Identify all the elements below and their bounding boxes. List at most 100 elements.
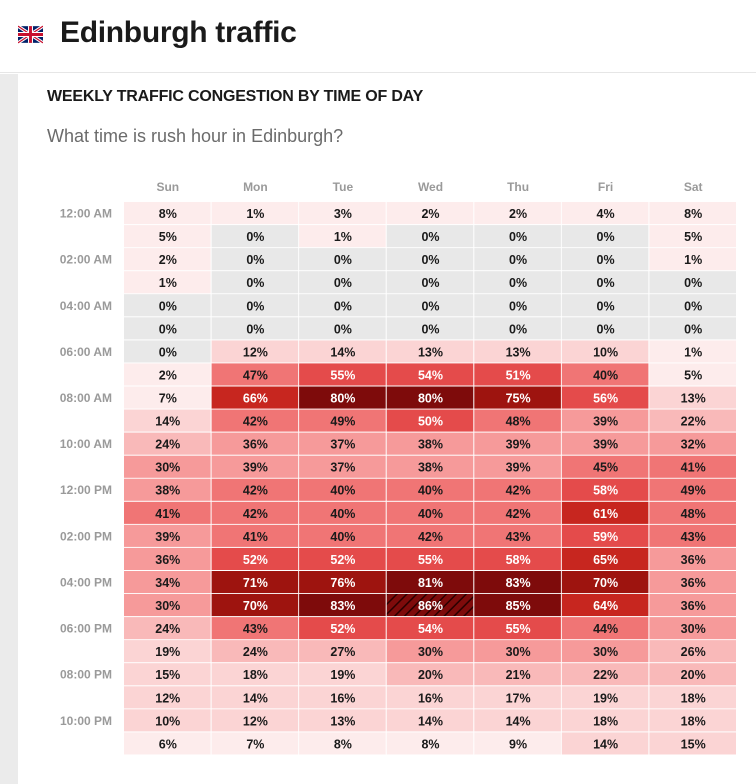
heatmap-cell[interactable] bbox=[474, 432, 561, 455]
heatmap-cell[interactable] bbox=[299, 640, 386, 663]
heatmap-cell[interactable] bbox=[474, 732, 561, 755]
heatmap-cell[interactable] bbox=[474, 524, 561, 547]
heatmap-cell[interactable] bbox=[386, 501, 474, 524]
heatmap-cell[interactable] bbox=[386, 594, 474, 617]
heatmap-cell[interactable] bbox=[474, 594, 561, 617]
heatmap-cell[interactable] bbox=[386, 640, 474, 663]
heatmap-cell[interactable] bbox=[561, 640, 649, 663]
heatmap-cell[interactable] bbox=[124, 571, 211, 594]
heatmap-cell[interactable] bbox=[649, 594, 736, 617]
heatmap-cell[interactable] bbox=[299, 663, 386, 686]
heatmap-cell[interactable] bbox=[124, 686, 211, 709]
heatmap-cell[interactable] bbox=[211, 732, 299, 755]
heatmap-cell[interactable] bbox=[649, 363, 736, 386]
heatmap-cell[interactable] bbox=[211, 386, 299, 409]
heatmap-cell[interactable] bbox=[299, 340, 386, 363]
heatmap-cell[interactable] bbox=[211, 686, 299, 709]
heatmap-cell[interactable] bbox=[649, 294, 736, 317]
heatmap-cell[interactable] bbox=[474, 409, 561, 432]
heatmap-cell[interactable] bbox=[474, 225, 561, 248]
heatmap-cell[interactable] bbox=[211, 709, 299, 732]
heatmap-cell[interactable] bbox=[474, 547, 561, 570]
heatmap-cell[interactable] bbox=[649, 640, 736, 663]
heatmap-cell[interactable] bbox=[299, 732, 386, 755]
heatmap-cell[interactable] bbox=[299, 478, 386, 501]
heatmap-cell[interactable] bbox=[386, 478, 474, 501]
heatmap-cell[interactable] bbox=[649, 225, 736, 248]
heatmap-cell[interactable] bbox=[474, 317, 561, 340]
heatmap-cell[interactable] bbox=[474, 294, 561, 317]
heatmap-cell[interactable] bbox=[211, 363, 299, 386]
heatmap-cell[interactable] bbox=[124, 409, 211, 432]
heatmap-cell[interactable] bbox=[386, 248, 474, 271]
heatmap-cell[interactable] bbox=[649, 709, 736, 732]
heatmap-cell[interactable] bbox=[561, 317, 649, 340]
heatmap-cell[interactable] bbox=[299, 547, 386, 570]
heatmap-cell[interactable] bbox=[211, 501, 299, 524]
heatmap-cell[interactable] bbox=[474, 686, 561, 709]
heatmap-cell[interactable] bbox=[386, 271, 474, 294]
heatmap-cell[interactable] bbox=[211, 455, 299, 478]
heatmap-cell[interactable] bbox=[386, 202, 474, 225]
heatmap-cell[interactable] bbox=[474, 271, 561, 294]
heatmap-cell[interactable] bbox=[211, 547, 299, 570]
heatmap-cell[interactable] bbox=[649, 547, 736, 570]
heatmap-cell[interactable] bbox=[299, 294, 386, 317]
heatmap-cell[interactable] bbox=[211, 432, 299, 455]
heatmap-cell[interactable] bbox=[211, 202, 299, 225]
heatmap-cell[interactable] bbox=[211, 248, 299, 271]
heatmap-cell[interactable] bbox=[561, 202, 649, 225]
heatmap-cell[interactable] bbox=[124, 501, 211, 524]
heatmap-cell[interactable] bbox=[124, 294, 211, 317]
heatmap-cell[interactable] bbox=[211, 294, 299, 317]
heatmap-cell[interactable] bbox=[386, 386, 474, 409]
heatmap-cell[interactable] bbox=[211, 617, 299, 640]
heatmap-cell[interactable] bbox=[124, 386, 211, 409]
heatmap-cell[interactable] bbox=[561, 663, 649, 686]
heatmap-cell[interactable] bbox=[649, 571, 736, 594]
heatmap-cell[interactable] bbox=[386, 455, 474, 478]
heatmap-cell[interactable] bbox=[649, 478, 736, 501]
heatmap-cell[interactable] bbox=[299, 571, 386, 594]
heatmap-cell[interactable] bbox=[561, 294, 649, 317]
heatmap-cell[interactable] bbox=[561, 409, 649, 432]
heatmap-cell[interactable] bbox=[124, 432, 211, 455]
heatmap-cell[interactable] bbox=[561, 432, 649, 455]
heatmap-cell[interactable] bbox=[211, 271, 299, 294]
heatmap-cell[interactable] bbox=[386, 547, 474, 570]
heatmap-cell[interactable] bbox=[299, 524, 386, 547]
heatmap-cell[interactable] bbox=[124, 732, 211, 755]
heatmap-cell[interactable] bbox=[561, 547, 649, 570]
heatmap-cell[interactable] bbox=[211, 409, 299, 432]
heatmap-cell[interactable] bbox=[474, 363, 561, 386]
heatmap-cell[interactable] bbox=[124, 663, 211, 686]
heatmap-cell[interactable] bbox=[211, 594, 299, 617]
heatmap-cell[interactable] bbox=[124, 317, 211, 340]
heatmap-cell[interactable] bbox=[124, 617, 211, 640]
heatmap-cell[interactable] bbox=[124, 248, 211, 271]
heatmap-cell[interactable] bbox=[649, 386, 736, 409]
heatmap-cell[interactable] bbox=[474, 663, 561, 686]
heatmap-cell[interactable] bbox=[561, 617, 649, 640]
heatmap-cell[interactable] bbox=[386, 709, 474, 732]
heatmap-cell[interactable] bbox=[211, 340, 299, 363]
heatmap-cell[interactable] bbox=[124, 225, 211, 248]
heatmap-cell[interactable] bbox=[474, 455, 561, 478]
heatmap-cell[interactable] bbox=[561, 271, 649, 294]
heatmap-cell[interactable] bbox=[124, 709, 211, 732]
heatmap-cell[interactable] bbox=[124, 455, 211, 478]
heatmap-cell[interactable] bbox=[299, 455, 386, 478]
heatmap-cell[interactable] bbox=[561, 709, 649, 732]
heatmap-cell[interactable] bbox=[299, 271, 386, 294]
heatmap-cell[interactable] bbox=[299, 686, 386, 709]
heatmap-cell[interactable] bbox=[649, 432, 736, 455]
heatmap-cell[interactable] bbox=[649, 501, 736, 524]
heatmap-cell[interactable] bbox=[386, 294, 474, 317]
heatmap-cell[interactable] bbox=[124, 547, 211, 570]
heatmap-cell[interactable] bbox=[124, 340, 211, 363]
heatmap-cell[interactable] bbox=[649, 202, 736, 225]
heatmap-cell[interactable] bbox=[649, 317, 736, 340]
heatmap-cell[interactable] bbox=[299, 202, 386, 225]
heatmap-cell[interactable] bbox=[649, 686, 736, 709]
heatmap-cell[interactable] bbox=[561, 732, 649, 755]
